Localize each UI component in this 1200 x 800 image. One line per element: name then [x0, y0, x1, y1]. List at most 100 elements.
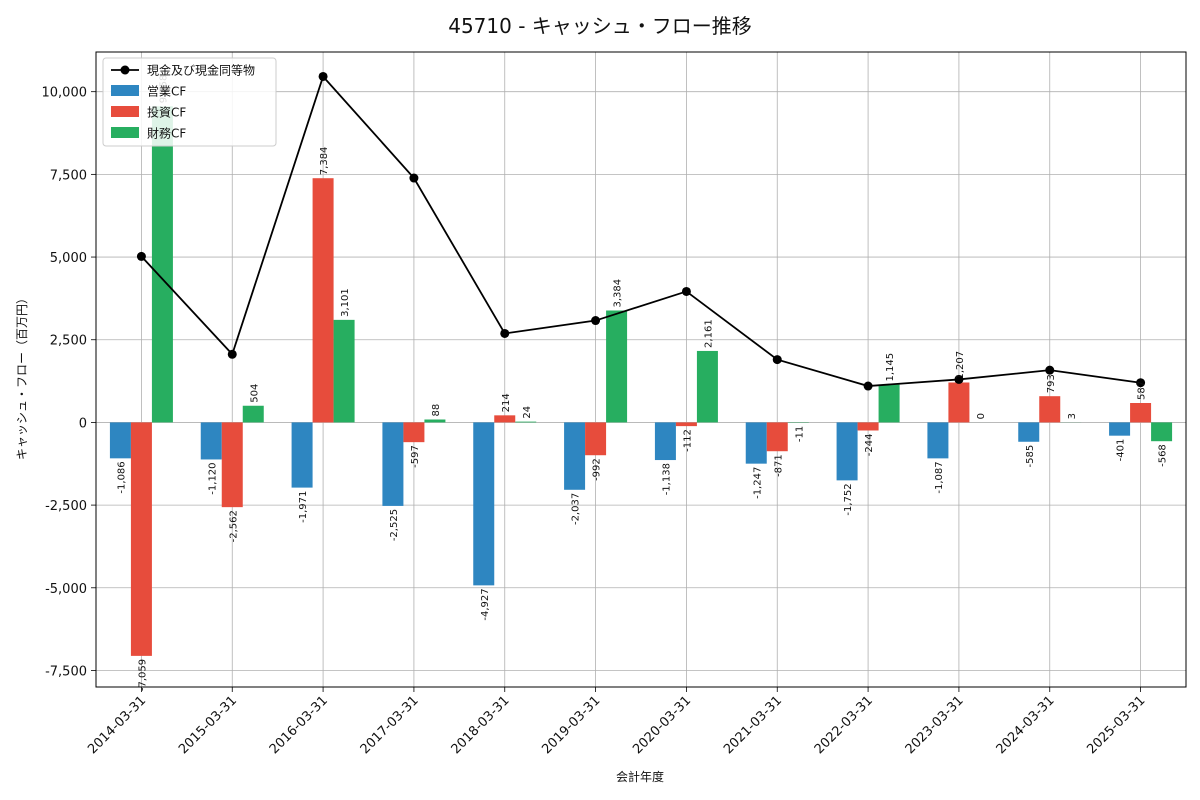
legend-entry-label: 財務CF — [147, 126, 186, 141]
y-tick-label: -7,500 — [45, 664, 87, 679]
bar — [766, 422, 788, 452]
bar-value-label: 3,384 — [613, 279, 624, 308]
bar — [948, 382, 970, 423]
bar — [221, 422, 243, 508]
bar-value-label: -11 — [794, 426, 805, 442]
bar — [836, 422, 858, 481]
legend-bar-swatch — [111, 127, 139, 138]
bar — [109, 422, 131, 459]
bar-value-label: 214 — [501, 393, 512, 412]
bar — [654, 422, 676, 461]
chart-title: 45710 - キャッシュ・フロー推移 — [448, 14, 752, 38]
label-layer: -1,086 -1,120 -1,971 -2,525 -4,927 -2,037 -1,1… — [116, 75, 1168, 691]
cash-line-point — [863, 381, 873, 391]
bar-value-label: -1,120 — [207, 462, 218, 494]
bar — [564, 422, 586, 490]
bar-value-label: 793 — [1046, 374, 1057, 393]
bar — [606, 310, 628, 423]
bar-value-label: -1,752 — [843, 483, 854, 515]
bar — [151, 106, 173, 423]
bar-value-label: 2,161 — [703, 319, 714, 348]
y-tick-label: -5,000 — [45, 582, 87, 597]
cash-line-point — [1136, 378, 1146, 388]
legend-bar-swatch — [111, 85, 139, 96]
bar — [675, 422, 697, 427]
bar-value-label: 0 — [976, 413, 987, 419]
bar-value-label: 3,101 — [340, 288, 351, 317]
bar — [878, 384, 900, 423]
bar — [291, 422, 313, 488]
cash-line-point — [227, 349, 237, 359]
bar — [1109, 422, 1131, 436]
bar — [382, 422, 404, 506]
legend-bar-swatch — [111, 106, 139, 117]
bar — [403, 422, 425, 443]
bar — [745, 422, 767, 464]
y-tick-label: 10,000 — [42, 86, 88, 101]
bar-value-label: -597 — [410, 445, 421, 468]
x-axis-label: 会計年度 — [616, 769, 664, 784]
line-layer — [136, 71, 1146, 391]
bar — [696, 350, 718, 423]
bar-value-label: 7,384 — [319, 147, 330, 176]
bar-value-label: -4,927 — [480, 588, 491, 620]
bar-value-label: -568 — [1158, 444, 1169, 467]
y-tick-label: -2,500 — [45, 499, 87, 514]
legend-entry-label: 投資CF — [147, 105, 186, 120]
bar — [857, 422, 879, 431]
bar — [130, 422, 152, 656]
bar-value-label: -1,087 — [934, 461, 945, 493]
y-tick-label: 5,000 — [50, 251, 87, 266]
bar — [312, 178, 334, 423]
bar-value-label: -244 — [864, 433, 875, 456]
plot-frame — [95, 51, 1187, 688]
bar — [585, 422, 607, 456]
bar-value-label: -871 — [773, 454, 784, 477]
bar-value-label: 504 — [249, 384, 260, 403]
y-tick-label: 2,500 — [50, 334, 87, 349]
bar-value-label: 3 — [1067, 413, 1078, 419]
y-tick-label: 0 — [79, 416, 87, 431]
cash-line-point — [591, 316, 601, 326]
bar-value-label: -2,525 — [389, 509, 400, 541]
bar-value-label: -1,247 — [752, 467, 763, 499]
bar-value-label: -2,562 — [228, 510, 239, 542]
bar-value-label: -401 — [1116, 439, 1127, 462]
cash-line-point — [681, 286, 691, 296]
bar — [1130, 403, 1152, 423]
bar — [927, 422, 949, 459]
legend-entry-label: 現金及び現金同等物 — [147, 63, 255, 78]
bar-value-label: -112 — [682, 429, 693, 452]
cash-line-point — [772, 355, 782, 365]
bar-value-label: 587 — [1137, 381, 1148, 400]
cash-line-point — [409, 173, 419, 183]
bar-value-label: -7,059 — [137, 659, 148, 691]
cash-line-point — [954, 374, 964, 384]
bar — [494, 415, 516, 423]
cash-line — [140, 74, 1141, 387]
bar-value-label: -2,037 — [571, 493, 582, 525]
bar — [242, 405, 264, 423]
bar — [1039, 396, 1061, 423]
bar-value-label: 24 — [522, 406, 533, 419]
legend-marker — [120, 65, 130, 75]
legend-box — [102, 57, 277, 147]
bar-value-label: -1,971 — [298, 491, 309, 523]
bar-value-label: -992 — [592, 458, 603, 481]
bar — [1151, 422, 1173, 442]
bar-value-label: -1,138 — [661, 463, 672, 495]
y-axis-label: キャッシュ・フロー（百万円） — [15, 292, 29, 460]
bar — [1018, 422, 1040, 442]
bar-layer — [109, 106, 1173, 656]
cash-line-point — [500, 328, 510, 338]
bar-value-label: 1,145 — [885, 353, 896, 382]
cash-line-point — [318, 71, 328, 81]
bar-value-label: -1,086 — [116, 461, 127, 493]
legend-entry-label: 営業CF — [147, 85, 186, 99]
bar — [515, 421, 537, 423]
y-tick-label: 7,500 — [50, 168, 87, 183]
bar — [333, 319, 355, 423]
